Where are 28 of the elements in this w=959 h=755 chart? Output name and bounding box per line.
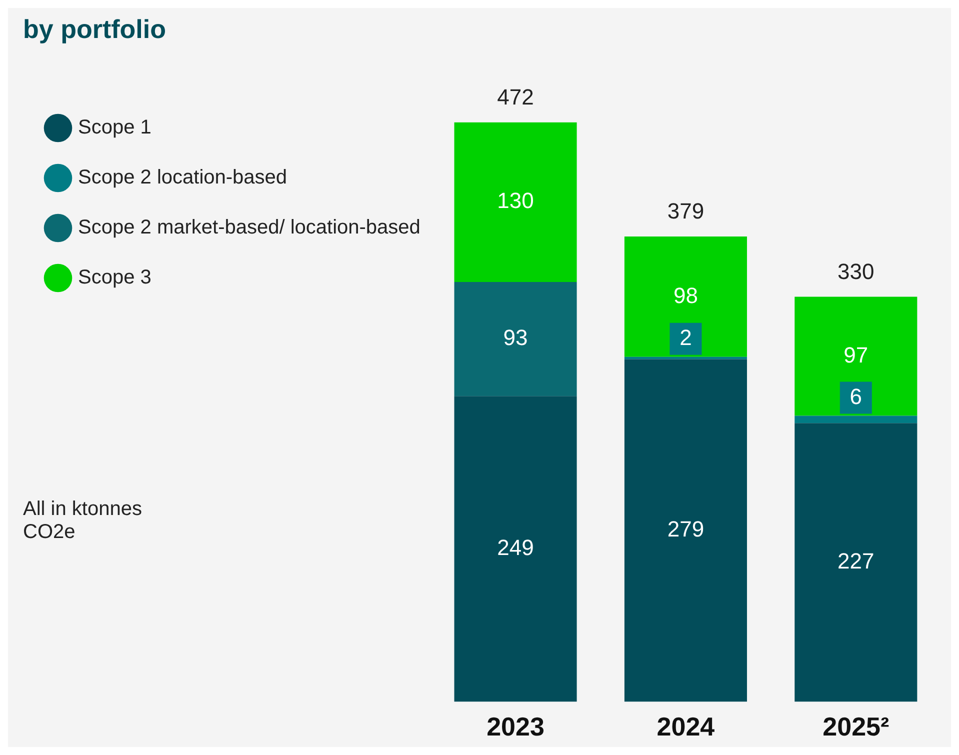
legend-label: Scope 3: [78, 266, 152, 289]
total-label: 330: [838, 258, 874, 284]
bar: [454, 122, 577, 282]
data-label: 2: [680, 324, 692, 350]
legend-label: Scope 2 location-based: [78, 166, 288, 189]
data-label: 6: [850, 384, 862, 409]
bar: [794, 296, 918, 416]
x-tick-label: 2023: [486, 712, 544, 742]
bar: [624, 236, 747, 357]
total-label: 472: [497, 84, 534, 110]
data-label: 97: [844, 342, 868, 368]
data-label: 249: [497, 535, 534, 560]
data-label: 279: [667, 516, 704, 542]
text: All in ktonnes CO2e: [23, 498, 143, 544]
x-tick-label: 2025²: [822, 712, 890, 742]
data-label: 93: [503, 325, 528, 350]
x-tick-label: 2024: [656, 712, 716, 742]
bar: [624, 359, 747, 702]
legend-label: Scope 1: [78, 116, 152, 139]
text: by portfolio: [23, 14, 166, 45]
legend-label: Scope 2 market-based/ location-based: [78, 216, 420, 239]
bar: [454, 282, 577, 396]
bar: [454, 396, 577, 702]
data-label: 98: [673, 282, 698, 308]
data-label: 227: [838, 548, 874, 574]
bar: [794, 423, 918, 702]
data-label: 130: [497, 188, 534, 214]
total-label: 379: [667, 198, 704, 224]
